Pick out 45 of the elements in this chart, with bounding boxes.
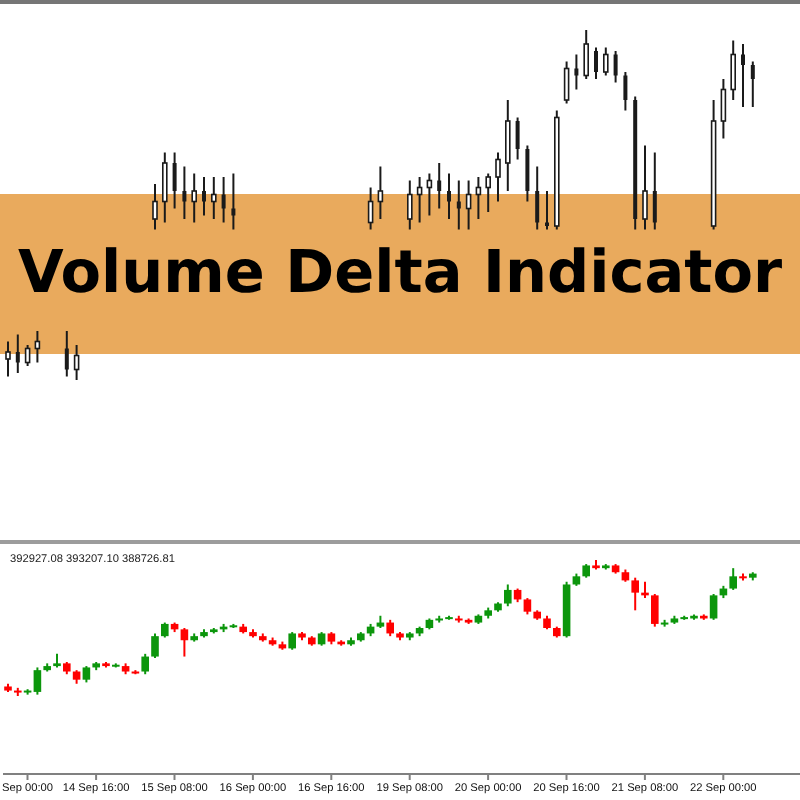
candlestick — [623, 71, 628, 112]
candlestick — [182, 165, 187, 220]
candlestick — [505, 99, 511, 192]
candlestick — [485, 172, 491, 213]
candlestick — [15, 333, 20, 374]
candlestick — [729, 567, 737, 591]
candlestick — [172, 151, 177, 210]
candlestick — [437, 162, 442, 210]
candlestick — [64, 330, 69, 378]
candlestick — [5, 340, 11, 378]
candlestick — [456, 179, 461, 231]
candlestick — [730, 39, 736, 101]
candlestick — [709, 593, 718, 621]
candlestick — [407, 179, 413, 231]
candlestick — [515, 116, 520, 161]
candlestick — [152, 183, 158, 231]
candlestick — [377, 165, 384, 220]
candlestick — [504, 583, 512, 608]
candlestick — [750, 60, 755, 108]
candlestick — [583, 30, 589, 80]
candlestick — [231, 172, 236, 231]
candlestick — [651, 593, 659, 628]
candlestick — [191, 172, 197, 224]
candlestick — [741, 43, 745, 108]
candlestick — [202, 176, 206, 217]
text: Volume Delta Indicator — [18, 238, 783, 306]
candlestick — [642, 144, 648, 231]
candlestick — [603, 46, 609, 77]
candlestick — [720, 78, 727, 140]
candlestick — [652, 151, 657, 231]
candlestick — [180, 627, 189, 658]
candlestick — [574, 53, 579, 91]
candlestick — [525, 144, 530, 203]
candlestick — [631, 576, 639, 612]
candlestick — [535, 165, 540, 231]
candlestick — [211, 176, 217, 220]
candlestick — [447, 172, 451, 220]
candlestick — [613, 50, 618, 84]
candlestick — [495, 151, 501, 203]
candlestick — [162, 151, 168, 224]
candlestick — [594, 46, 598, 80]
candlestick — [151, 632, 159, 659]
candlestick — [221, 176, 226, 224]
candlestick — [563, 60, 570, 105]
candlestick — [141, 652, 149, 676]
